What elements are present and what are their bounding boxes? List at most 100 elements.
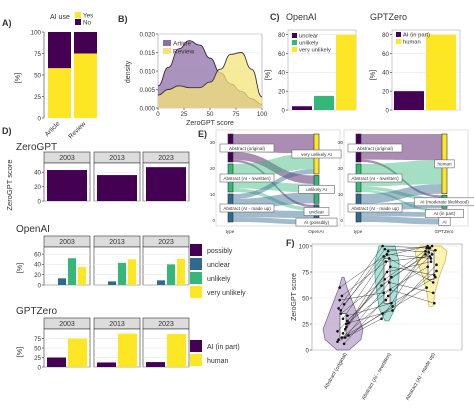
panel-e-openai-flow: [233, 188, 314, 211]
panel-b-legend-article: Article: [173, 41, 191, 48]
panel-label-f: F): [286, 238, 295, 248]
panel-d-zerogpt-strip-label: 2003: [59, 155, 75, 162]
panel-f-y-tick-label: 50: [302, 295, 309, 302]
panel-f-pair-line: [342, 254, 388, 319]
panel-e-openai-source-label-box: [219, 143, 275, 153]
panel-f-point: [384, 298, 388, 302]
panel-b-line-review: [157, 52, 263, 98]
panel-f-point: [382, 291, 386, 295]
panel-e-gptzero-ytick: 10: [338, 192, 344, 197]
panel-b-xtick-label: 100: [257, 111, 268, 118]
panel-d-gptzero-y-tick-label: 75: [34, 336, 41, 343]
panel-f-point: [435, 263, 438, 267]
panel-f-pair-line: [338, 245, 383, 309]
panel-e-openai-target-label-box: [298, 185, 335, 194]
panel-f-point: [434, 248, 437, 252]
panel-f-point: [343, 336, 347, 339]
panel-e-gptzero-source-label-box: [347, 173, 403, 183]
panel-c-openai-legend-swatch: [292, 33, 297, 38]
panel-e-openai-target-label-box: [295, 217, 338, 227]
panel-d-zerogpt-strip-label: 2013: [109, 155, 125, 162]
panel-a-legend-yes: Yes: [83, 13, 93, 20]
panel-f-point: [338, 298, 342, 302]
panel-c-openai-legend-swatch: [292, 40, 297, 45]
panel-c-gptzero-legend-item: AI (in part): [403, 33, 430, 39]
panel-b-xtick-label: 75: [233, 111, 240, 118]
panel-f-pair-line: [385, 247, 431, 301]
panel-a-y-tick-label: 100: [31, 29, 42, 36]
panel-f-point: [345, 325, 348, 329]
panel-f-point: [387, 281, 391, 284]
panel-e-openai-source-label-box: [219, 173, 275, 183]
panel-e-gptzero-flow: [361, 160, 442, 187]
panel-d-zerogpt-bar-2003: [47, 170, 87, 201]
panel-e-gptzero-flow: [361, 184, 442, 204]
panel-d-gptzero-y-tick-label: 25: [34, 355, 41, 362]
panel-d-openai-legend-item: possibly: [207, 248, 233, 255]
panel-e-openai-target-label: unlikely AI: [306, 187, 327, 192]
panel-a-y-tick-label: 0: [38, 115, 42, 122]
panel-e-gptzero-target-label-box: [414, 197, 474, 207]
panel-f-pair-line: [343, 295, 389, 344]
panel-f-point: [336, 329, 339, 333]
panel-f-point: [338, 286, 342, 289]
panel-f-pair-line: [387, 254, 433, 297]
panel-d-openai-bar-unlikely-2013: [118, 262, 126, 285]
panel-f-pair-line: [391, 277, 436, 304]
panel-e-gptzero-axis-type: type: [354, 229, 363, 234]
panel-e-openai-flow: [233, 217, 314, 225]
panel-a-ylabel: [%]: [15, 73, 22, 83]
panel-d-openai-y-tick-label: 20: [34, 272, 41, 279]
panel-a-x-label: Review: [67, 120, 87, 140]
panel-d-gptzero-strip-label: 2003: [59, 321, 75, 328]
panel-f-point: [383, 247, 387, 251]
panel-e-gptzero-flow: [361, 211, 442, 218]
panel-f-point: [426, 265, 430, 269]
panel-e-openai-target-label-box: [291, 149, 342, 159]
panel-f-point: [386, 294, 390, 298]
panel-c-gptzero-bar-human: [426, 34, 456, 110]
panel-a-y-tick-label: 50: [34, 72, 41, 79]
panel-c-title-gptzero: GPTZero: [370, 12, 407, 22]
panel-f-pair-line: [339, 256, 384, 288]
panel-f-point: [425, 246, 428, 250]
panel-c-gptzero-legend-item: human: [403, 40, 421, 46]
panel-e-gptzero-target-label: human: [437, 162, 451, 167]
panel-f-point: [430, 244, 434, 248]
panel-f-point: [340, 294, 344, 298]
panel-d-openai-legend-swatch: [190, 258, 202, 270]
panel-f-point: [341, 317, 345, 321]
panel-d-openai-legend-swatch: [190, 244, 202, 256]
panel-d-openai-legend-swatch: [190, 286, 202, 298]
panel-f-pair-line: [389, 258, 434, 283]
panel-e-gptzero-flow: [361, 215, 442, 225]
panel-e-openai-target-label-box: [303, 207, 330, 216]
panel-e-openai-target-label: unclear: [309, 209, 325, 214]
panel-d-zerogpt-bar-2023: [146, 167, 186, 201]
panel-d-zerogpt-strip-label: 2023: [158, 155, 174, 162]
panel-f-point: [343, 327, 347, 331]
panel-f-point: [339, 309, 343, 312]
panel-d-title-openai: OpenAI: [16, 224, 50, 235]
panel-e-gptzero-axis-gptzero: GPTZero: [435, 229, 454, 234]
panel-c-openai-bar-unclear: [292, 106, 312, 110]
panel-c-openai-legend-item: very unlikely: [299, 48, 331, 54]
panel-d-openai-legend-swatch: [190, 272, 202, 284]
panel-a-legend-no: No: [83, 20, 92, 27]
panel-f-point: [347, 321, 350, 325]
panel-d-gptzero-bar-human-2023: [167, 334, 186, 367]
panel-d-zerogpt-ylabel: ZeroGPT score: [5, 159, 14, 210]
panel-d-openai-bar-very-unlikely-2003: [78, 267, 86, 285]
panel-d-openai-strip-label: 2023: [158, 239, 174, 246]
panel-f-point: [426, 244, 430, 248]
panel-d-title-gptzero: GPTZero: [16, 306, 58, 317]
panel-f-pair-line: [345, 258, 390, 330]
panel-e-gptzero-ytick: 0: [340, 218, 343, 223]
panel-e-gptzero-source-label-box: [347, 203, 403, 213]
panel-f-point: [337, 307, 340, 310]
panel-c-gptzero-y-tick-label: 80: [382, 32, 389, 39]
panel-f-point: [433, 273, 436, 277]
panel-d-openai-bar-unclear-2003: [58, 278, 66, 285]
panel-e-gptzero-target-label: AI (in part): [434, 211, 456, 216]
panel-a-y-tick-label: 75: [34, 51, 41, 58]
